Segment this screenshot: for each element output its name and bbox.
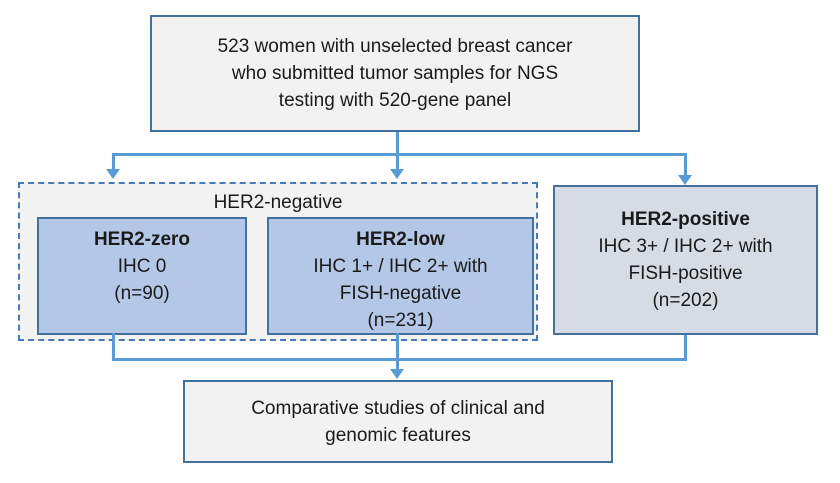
outcome-line-1: Comparative studies of clinical and <box>251 397 545 419</box>
her2-positive-line-2: FISH-positive <box>628 263 743 284</box>
connector-branch-horizontal <box>112 153 687 156</box>
connector-branch-left-drop <box>112 153 115 170</box>
her2-low-line-1: IHC 1+ / IHC 2+ with <box>313 256 488 277</box>
source-population-box: 523 women with unselected breast cancer … <box>150 15 640 132</box>
her2-negative-group-label: HER2-negative <box>213 192 343 213</box>
her2-zero-line-2: (n=90) <box>114 283 170 304</box>
arrowhead-down-center-icon <box>390 169 404 179</box>
her2-low-title: HER2-low <box>356 229 445 250</box>
connector-convergence-horizontal <box>112 358 687 361</box>
arrowhead-down-right-icon <box>678 175 692 185</box>
outcome-line-2: genomic features <box>325 424 471 446</box>
connector-branch-right-drop <box>684 153 687 176</box>
source-line-1: 523 women with unselected breast cancer <box>217 36 573 57</box>
connector-her2positive-down <box>684 335 687 360</box>
her2-zero-box: HER2-zero IHC 0 (n=90) <box>37 217 247 335</box>
her2-zero-line-1: IHC 0 <box>117 256 167 277</box>
her2-zero-title: HER2-zero <box>93 229 191 250</box>
source-line-3: testing with 520-gene panel <box>278 90 512 111</box>
connector-source-center-drop <box>396 132 399 170</box>
outcome-box: Comparative studies of clinical and geno… <box>183 380 613 463</box>
her2-positive-title: HER2-positive <box>621 209 750 230</box>
arrowhead-down-left-icon <box>106 169 120 179</box>
her2-positive-box: HER2-positive IHC 3+ / IHC 2+ with FISH-… <box>553 185 818 335</box>
source-line-2: who submitted tumor samples for NGS <box>231 63 559 84</box>
arrowhead-down-final-icon <box>390 369 404 379</box>
her2-low-line-2: FISH-negative <box>339 283 462 304</box>
her2-low-line-3: (n=231) <box>367 310 434 331</box>
connector-her2low-down <box>396 333 399 360</box>
connector-her2zero-down <box>112 333 115 360</box>
her2-positive-line-1: IHC 3+ / IHC 2+ with <box>598 236 773 257</box>
her2-positive-line-3: (n=202) <box>652 290 719 311</box>
her2-negative-group: HER2-negative HER2-zero IHC 0 (n=90) HER… <box>18 182 538 341</box>
connector-final-drop <box>396 358 399 371</box>
her2-low-box: HER2-low IHC 1+ / IHC 2+ with FISH-negat… <box>267 217 534 335</box>
